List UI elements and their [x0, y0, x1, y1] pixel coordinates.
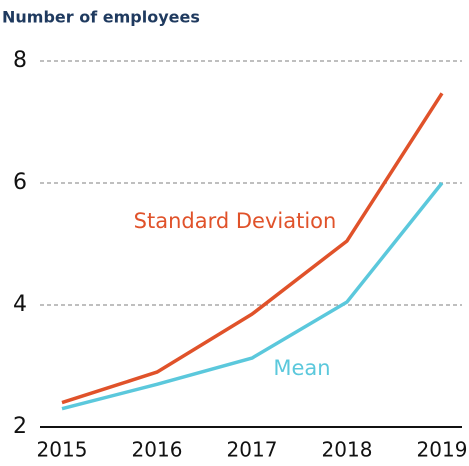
- y-tick-label: 2: [13, 414, 27, 439]
- x-tick-label: 2019: [417, 438, 468, 462]
- y-tick-label: 4: [13, 292, 27, 317]
- y-tick-label: 6: [13, 170, 27, 195]
- y-tick-label: 8: [13, 48, 27, 73]
- x-tick-label: 2018: [322, 438, 373, 462]
- series-line: [61, 181, 444, 411]
- chart-title: Number of employees: [2, 8, 200, 27]
- x-tick-label: 2017: [227, 438, 278, 462]
- series-line: [61, 92, 444, 405]
- series-label: Mean: [273, 356, 330, 380]
- x-tick-label: 2015: [37, 438, 88, 462]
- series-label: Standard Deviation: [134, 209, 337, 233]
- x-tick-label: 2016: [132, 438, 183, 462]
